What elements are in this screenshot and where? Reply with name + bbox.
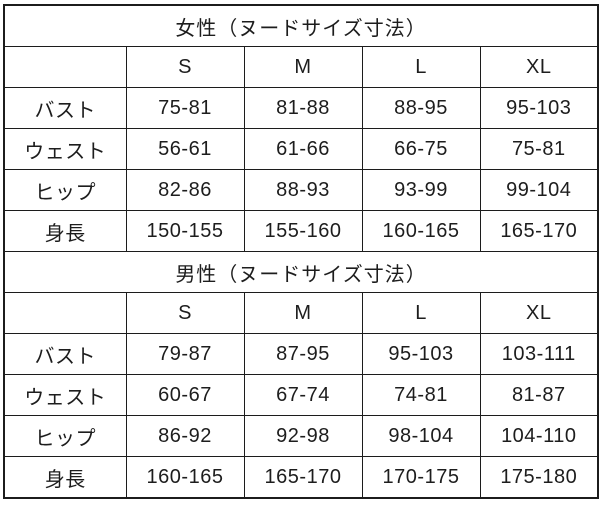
men-bust-label: バスト (3, 333, 127, 375)
men-col-header-xl: XL (479, 292, 599, 334)
men-hip-xl: 104-110 (479, 415, 599, 457)
men-height-xl: 175-180 (479, 456, 599, 499)
women-height-s: 150-155 (125, 210, 245, 252)
women-col-header-l: L (361, 46, 481, 88)
women-waist-xl: 75-81 (479, 128, 599, 170)
men-column-header-row: S M L XL (3, 292, 599, 334)
women-hip-m: 88-93 (243, 169, 363, 211)
men-bust-m: 87-95 (243, 333, 363, 375)
women-section-title: 女性（ヌードサイズ寸法） (3, 4, 599, 47)
women-height-label: 身長 (3, 210, 127, 252)
women-height-row: 身長 150-155 155-160 160-165 165-170 (3, 210, 599, 252)
men-hip-row: ヒップ 86-92 92-98 98-104 104-110 (3, 415, 599, 457)
women-height-xl: 165-170 (479, 210, 599, 252)
men-section-title-row: 男性（ヌードサイズ寸法） (3, 251, 599, 293)
men-height-row: 身長 160-165 165-170 170-175 175-180 (3, 456, 599, 499)
men-height-m: 165-170 (243, 456, 363, 499)
men-waist-xl: 81-87 (479, 374, 599, 416)
women-height-l: 160-165 (361, 210, 481, 252)
women-waist-s: 56-61 (125, 128, 245, 170)
men-height-label: 身長 (3, 456, 127, 499)
women-hip-l: 93-99 (361, 169, 481, 211)
women-bust-m: 81-88 (243, 87, 363, 129)
women-col-header-xl: XL (479, 46, 599, 88)
women-bust-xl: 95-103 (479, 87, 599, 129)
men-waist-m: 67-74 (243, 374, 363, 416)
women-col-header-s: S (125, 46, 245, 88)
women-bust-row: バスト 75-81 81-88 88-95 95-103 (3, 87, 599, 129)
men-corner-cell (3, 292, 127, 334)
women-section-title-row: 女性（ヌードサイズ寸法） (3, 4, 599, 47)
men-waist-l: 74-81 (361, 374, 481, 416)
women-hip-xl: 99-104 (479, 169, 599, 211)
men-hip-m: 92-98 (243, 415, 363, 457)
men-col-header-s: S (125, 292, 245, 334)
men-hip-label: ヒップ (3, 415, 127, 457)
men-bust-xl: 103-111 (479, 333, 599, 375)
women-waist-row: ウェスト 56-61 61-66 66-75 75-81 (3, 128, 599, 170)
women-height-m: 155-160 (243, 210, 363, 252)
men-bust-s: 79-87 (125, 333, 245, 375)
women-column-header-row: S M L XL (3, 46, 599, 88)
women-hip-row: ヒップ 82-86 88-93 93-99 99-104 (3, 169, 599, 211)
women-bust-label: バスト (3, 87, 127, 129)
women-hip-label: ヒップ (3, 169, 127, 211)
women-waist-m: 61-66 (243, 128, 363, 170)
men-bust-l: 95-103 (361, 333, 481, 375)
women-col-header-m: M (243, 46, 363, 88)
men-waist-row: ウェスト 60-67 67-74 74-81 81-87 (3, 374, 599, 416)
men-height-s: 160-165 (125, 456, 245, 499)
men-hip-l: 98-104 (361, 415, 481, 457)
women-bust-l: 88-95 (361, 87, 481, 129)
women-hip-s: 82-86 (125, 169, 245, 211)
men-waist-s: 60-67 (125, 374, 245, 416)
women-waist-label: ウェスト (3, 128, 127, 170)
men-bust-row: バスト 79-87 87-95 95-103 103-111 (3, 333, 599, 375)
men-col-header-m: M (243, 292, 363, 334)
men-waist-label: ウェスト (3, 374, 127, 416)
women-corner-cell (3, 46, 127, 88)
men-col-header-l: L (361, 292, 481, 334)
women-waist-l: 66-75 (361, 128, 481, 170)
size-chart-table: 女性（ヌードサイズ寸法） S M L XL バスト 75-81 81-88 88… (3, 4, 600, 499)
men-hip-s: 86-92 (125, 415, 245, 457)
men-height-l: 170-175 (361, 456, 481, 499)
women-bust-s: 75-81 (125, 87, 245, 129)
men-section-title: 男性（ヌードサイズ寸法） (3, 251, 599, 293)
